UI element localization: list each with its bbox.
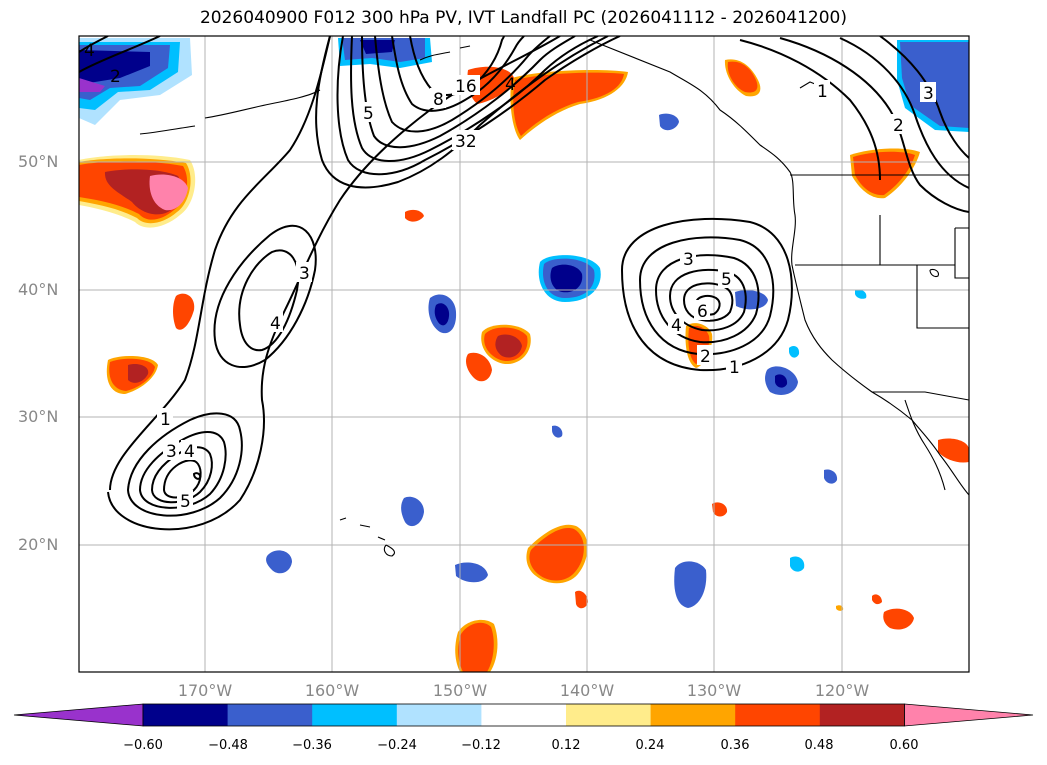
- lat-label-30n: 30°N: [18, 407, 59, 426]
- colorbar-extend-max: [904, 703, 1034, 727]
- svg-text:8: 8: [433, 90, 444, 110]
- svg-text:4: 4: [671, 316, 682, 336]
- colorbar-tick: 0.48: [804, 738, 834, 753]
- colorbar-segment: [819, 704, 905, 726]
- colorbar-tick: −0.36: [292, 738, 332, 753]
- colorbar-segment: [396, 704, 482, 726]
- colorbar-segment: [143, 704, 229, 726]
- svg-text:6: 6: [697, 302, 708, 322]
- svg-text:16: 16: [455, 77, 477, 97]
- svg-text:3: 3: [683, 250, 694, 270]
- colorbar-tick: 0.36: [720, 738, 750, 753]
- colorbar-tick: −0.24: [377, 738, 417, 753]
- page-title: 2026040900 F012 300 hPa PV, IVT Landfall…: [199, 8, 847, 28]
- positive-ivt-regions: [79, 59, 969, 672]
- svg-text:5: 5: [363, 104, 374, 124]
- svg-text:2: 2: [110, 67, 121, 87]
- lon-label-170w: 170°W: [177, 681, 233, 700]
- colorbar-tick: −0.60: [123, 738, 163, 753]
- svg-text:2: 2: [893, 116, 904, 136]
- colorbar-extend-min: [13, 703, 144, 727]
- contour-labels: 1 3 4 5 3 4 5 8 16 32 4 3 5 6 4 2 1 1 2 …: [84, 41, 936, 512]
- colorbar-segment: [566, 704, 652, 726]
- svg-text:3: 3: [923, 84, 934, 104]
- lon-label-130w: 130°W: [686, 681, 742, 700]
- colorbar-segment: [650, 704, 736, 726]
- svg-text:4: 4: [84, 41, 95, 61]
- svg-text:2: 2: [700, 347, 711, 367]
- map-plot-area: 1 3 4 5 3 4 5 8 16 32 4 3 5 6 4 2 1 1 2 …: [79, 36, 969, 672]
- lon-label-150w: 150°W: [432, 681, 488, 700]
- colorbar-tick: 0.12: [551, 738, 581, 753]
- svg-text:1: 1: [729, 358, 740, 378]
- colorbar: [13, 703, 1034, 727]
- lat-label-50n: 50°N: [18, 152, 59, 171]
- svg-text:3: 3: [166, 442, 177, 462]
- colorbar-segment: [735, 704, 821, 726]
- svg-text:4: 4: [270, 314, 281, 334]
- svg-text:4: 4: [184, 442, 195, 462]
- colorbar-segment: [481, 704, 567, 726]
- svg-text:5: 5: [180, 492, 191, 512]
- svg-text:5: 5: [721, 270, 732, 290]
- colorbar-tick: −0.48: [208, 738, 248, 753]
- colorbar-tick: 0.60: [889, 738, 919, 753]
- map-border: [78, 35, 970, 673]
- colorbar-outline: [142, 703, 905, 727]
- colorbar-tick: 0.24: [635, 738, 665, 753]
- svg-text:3: 3: [299, 264, 310, 284]
- svg-text:1: 1: [817, 82, 828, 102]
- svg-text:1: 1: [160, 410, 171, 430]
- colorbar-tick: −0.12: [461, 738, 501, 753]
- lon-label-160w: 160°W: [304, 681, 360, 700]
- pv-contours: [79, 36, 969, 531]
- colorbar-segment: [312, 704, 398, 726]
- lat-label-20n: 20°N: [18, 535, 59, 554]
- lat-label-40n: 40°N: [18, 280, 59, 299]
- svg-text:32: 32: [455, 132, 477, 152]
- lon-label-140w: 140°W: [559, 681, 615, 700]
- lon-label-120w: 120°W: [814, 681, 870, 700]
- svg-text:4: 4: [505, 75, 516, 95]
- colorbar-segment: [227, 704, 313, 726]
